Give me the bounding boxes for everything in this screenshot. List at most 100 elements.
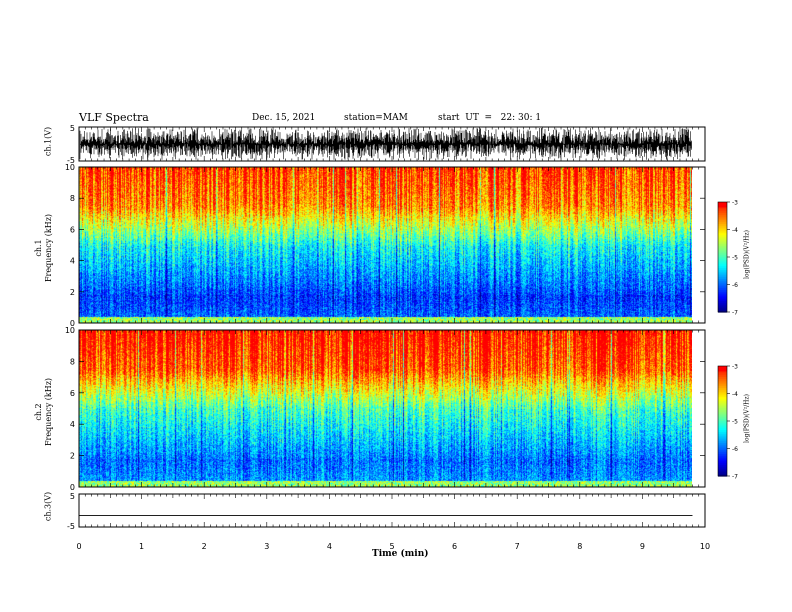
colorbar-ch2-swatch bbox=[718, 417, 727, 420]
colorbar-ch2-swatch bbox=[718, 366, 727, 369]
colorbar-ch2-swatch bbox=[718, 367, 727, 371]
colorbar-ch2-swatch bbox=[718, 461, 727, 464]
ch1-spectrogram-ytick-label: 6 bbox=[70, 225, 75, 234]
colorbar-ch2-swatch bbox=[718, 402, 727, 406]
colorbar-ch2-swatch bbox=[718, 450, 727, 453]
colorbar-ch1-swatch bbox=[718, 207, 727, 210]
colorbar-ch2-tick-label: -3 bbox=[732, 364, 738, 371]
ch2-spectrogram-panel: 0 2 4 6 8 10 bbox=[65, 326, 706, 492]
colorbar-ch1-swatch bbox=[718, 273, 727, 276]
ch3-waveform-ytick-label: 5 bbox=[70, 492, 75, 501]
colorbar-ch2-swatch bbox=[718, 413, 727, 417]
colorbar-ch1-swatch bbox=[718, 282, 727, 286]
colorbar-ch1-swatch bbox=[718, 268, 727, 271]
colorbar-ch1-swatch bbox=[718, 304, 727, 308]
colorbar-ch1-swatch bbox=[718, 231, 727, 234]
station-label: station=MAM bbox=[344, 113, 408, 123]
x-tick-label: 5 bbox=[389, 542, 394, 551]
colorbar-ch1-swatch bbox=[718, 258, 727, 262]
colorbar-ch1-swatch bbox=[718, 253, 727, 256]
colorbar-ch1-swatch bbox=[718, 264, 727, 267]
colorbar-ch1-swatch bbox=[718, 220, 727, 223]
colorbar-ch2-swatch bbox=[718, 465, 727, 468]
colorbar-ch1-swatch bbox=[718, 266, 727, 269]
colorbar-ch1-swatch bbox=[718, 262, 727, 265]
colorbar-ch1-swatch bbox=[718, 222, 727, 225]
colorbar-ch1-swatch bbox=[718, 297, 727, 300]
colorbar-ch2-swatch bbox=[718, 457, 727, 461]
colorbar-ch1-swatch bbox=[718, 236, 727, 240]
ch1-spectrogram-panel: 0 2 4 6 8 10 bbox=[65, 163, 706, 328]
colorbar-ch2-swatch bbox=[718, 468, 727, 472]
colorbar-ch2-tick-label: -4 bbox=[732, 391, 738, 398]
colorbar-ch2-swatch bbox=[718, 406, 727, 409]
colorbar-ch1-swatch bbox=[718, 271, 727, 275]
ch1-spectrogram-ytick-label: 2 bbox=[70, 288, 75, 297]
ch1-waveform-trace bbox=[79, 128, 692, 160]
colorbar-ch1-swatch bbox=[718, 302, 727, 306]
ch1-voltage-label: ch.1(V) bbox=[43, 126, 53, 157]
colorbar-ch1-swatch bbox=[718, 244, 727, 247]
colorbar-ch1-swatch bbox=[718, 216, 727, 220]
colorbar-ch2-swatch bbox=[718, 426, 727, 429]
colorbar-ch1-swatch bbox=[718, 238, 727, 242]
x-tick-label: 0 bbox=[76, 542, 81, 551]
colorbar-ch1-swatch bbox=[718, 202, 727, 205]
ch2-spectrogram-ytick-label: 6 bbox=[70, 389, 75, 398]
colorbar-ch2-swatch bbox=[718, 399, 727, 402]
x-tick-label: 3 bbox=[264, 542, 269, 551]
colorbar-ch2-swatch bbox=[718, 437, 727, 440]
colorbar-ch2-label: log(PSD)(V²/Hz) bbox=[743, 394, 751, 443]
ch2-spectrogram-ytick-label: 4 bbox=[70, 420, 75, 429]
colorbar-ch1-swatch bbox=[718, 288, 727, 291]
colorbar-ch2-swatch bbox=[718, 444, 727, 448]
colorbar-ch2-swatch bbox=[718, 466, 727, 470]
ch3-voltage-label: ch.3(V) bbox=[43, 491, 53, 522]
ch1-waveform-ytick-label: 5 bbox=[70, 124, 75, 133]
x-tick-label: 9 bbox=[640, 542, 645, 551]
colorbar-ch1-tick-label: -7 bbox=[732, 310, 738, 317]
start-time-label: start UT = 22: 30: 1 bbox=[438, 113, 542, 123]
colorbar-ch2-swatch bbox=[718, 371, 727, 374]
colorbar-ch1-label: log(PSD)(V²/Hz) bbox=[743, 230, 751, 279]
figure-title: VLF Spectra bbox=[79, 111, 149, 124]
ch1-waveform-ytick-label: -5 bbox=[67, 156, 75, 165]
colorbar-ch2-tick-label: -5 bbox=[732, 419, 738, 426]
colorbar-ch2-swatch bbox=[718, 441, 727, 444]
colorbar-ch1-swatch bbox=[718, 240, 727, 243]
ch2-spectrogram-ytick-label: 8 bbox=[70, 357, 75, 366]
colorbar-ch1-swatch bbox=[718, 251, 727, 254]
x-tick-label: 4 bbox=[327, 542, 332, 551]
colorbar-ch2-swatch bbox=[718, 472, 727, 475]
colorbar-ch1: -3 -4 -5 -6 -7 bbox=[717, 200, 738, 317]
colorbar-ch1-swatch bbox=[718, 306, 727, 309]
colorbar-ch2-swatch bbox=[718, 424, 727, 428]
colorbar-ch2-swatch bbox=[718, 432, 727, 435]
colorbar-ch1-swatch bbox=[718, 279, 727, 282]
colorbar-ch1-swatch bbox=[718, 275, 727, 278]
x-tick-label: 7 bbox=[515, 542, 520, 551]
colorbar-ch1-swatch bbox=[718, 284, 727, 287]
colorbar-ch1-swatch bbox=[718, 308, 727, 311]
colorbar-ch2: -3 -4 -5 -6 -7 bbox=[717, 364, 738, 481]
colorbar-ch2-swatch bbox=[718, 454, 727, 457]
colorbar-ch1-swatch bbox=[718, 291, 727, 295]
colorbar-ch2-swatch bbox=[718, 373, 727, 376]
colorbar-ch2-swatch bbox=[718, 422, 727, 426]
ch2-spectrogram-heatmap bbox=[79, 330, 692, 487]
colorbar-ch2-swatch bbox=[718, 404, 727, 407]
colorbar-ch1-swatch bbox=[718, 211, 727, 214]
ch3-waveform-ytick-label: -5 bbox=[67, 522, 75, 531]
colorbar-ch2-swatch bbox=[718, 410, 727, 413]
time-axis: 0 1 2 3 4 5 6 7 8 9 10 bbox=[76, 542, 710, 551]
colorbar-ch1-swatch bbox=[718, 286, 727, 289]
colorbar-ch1-swatch bbox=[718, 227, 727, 231]
colorbar-ch1-swatch bbox=[718, 229, 727, 232]
colorbar-ch1-swatch bbox=[718, 255, 727, 258]
colorbar-ch2-swatch bbox=[718, 378, 727, 382]
ch1-waveform-panel: 5 -5 bbox=[67, 124, 706, 165]
colorbar-ch2-swatch bbox=[718, 433, 727, 437]
colorbar-ch1-tick-label: -4 bbox=[732, 227, 738, 234]
colorbar-ch1-swatch bbox=[718, 205, 727, 209]
